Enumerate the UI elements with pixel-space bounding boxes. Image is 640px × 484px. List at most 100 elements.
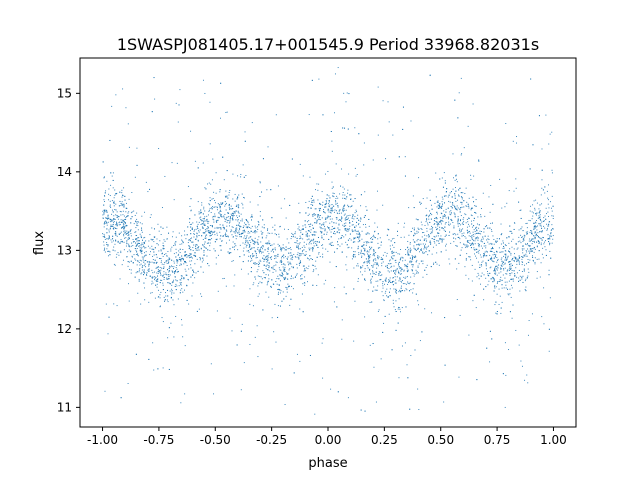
data-point [455,174,457,176]
data-point [123,227,125,229]
data-point [424,246,426,248]
data-point [290,258,292,260]
data-point [275,257,277,259]
data-point [158,230,160,232]
data-point [305,270,307,272]
data-point [532,144,534,146]
data-point [179,292,181,294]
data-point [346,196,348,198]
data-point [122,226,124,228]
data-point [525,278,527,280]
data-point [331,226,333,228]
data-point [400,236,402,238]
data-point [480,275,482,277]
data-point [119,210,121,212]
data-point [345,101,347,103]
data-point [157,278,159,280]
data-point [122,88,124,90]
data-point [202,257,204,259]
data-point [496,293,498,295]
data-point [178,253,180,255]
data-point [357,214,359,216]
data-point [213,206,215,208]
data-point [501,268,502,270]
data-point [437,201,439,203]
data-point [509,230,511,232]
data-point [301,274,303,276]
data-point [387,283,389,285]
data-point [493,261,495,263]
data-point [107,255,109,257]
data-point [413,227,415,229]
data-point [308,200,310,202]
data-point [116,253,118,255]
data-point [268,296,270,298]
data-point [524,280,526,282]
data-point [551,224,553,226]
data-point [491,276,493,278]
data-point [507,288,509,290]
data-point [317,216,319,218]
data-point [293,372,295,374]
data-point [294,231,296,233]
data-point [242,164,244,166]
data-point [395,311,397,312]
data-point [195,238,197,240]
data-point [370,241,372,243]
data-point [219,227,221,229]
data-point [258,223,260,225]
data-point [190,267,192,269]
data-point [460,229,462,231]
data-point [347,206,349,208]
data-point [328,243,330,245]
data-point [483,253,485,255]
data-point [313,234,315,236]
data-point [336,195,338,197]
data-point [271,232,273,234]
data-point [518,229,520,231]
data-point [243,197,245,199]
data-point [531,218,533,220]
data-point [122,205,124,207]
data-point [412,292,414,294]
data-point [457,207,459,209]
data-point [478,249,480,251]
data-point [361,230,363,232]
data-point [469,242,471,244]
data-point [426,230,428,232]
data-point [127,383,129,384]
data-point [507,256,509,258]
data-point [459,208,461,210]
data-point [496,313,498,315]
data-point [542,247,544,249]
data-point [474,211,476,213]
data-point [470,235,472,237]
data-point [148,269,150,271]
data-point [439,217,441,219]
data-point [480,245,482,247]
data-point [502,261,504,263]
data-point [238,224,240,226]
data-point [288,247,290,249]
data-point [551,242,553,244]
data-point [197,201,199,203]
data-point [422,251,424,253]
data-point [462,223,464,225]
data-point [270,189,272,191]
data-point [379,271,381,273]
data-point [196,236,198,238]
data-point [451,196,453,198]
data-point [179,258,181,260]
data-point [196,235,198,237]
data-point [508,236,510,238]
data-point [329,197,331,199]
data-point [313,213,315,215]
data-point [500,307,502,309]
data-point [209,231,211,233]
data-point [126,240,128,242]
data-point [181,288,183,290]
data-point [444,216,446,217]
data-point [426,248,428,250]
data-point [380,244,382,246]
data-point [411,227,413,229]
